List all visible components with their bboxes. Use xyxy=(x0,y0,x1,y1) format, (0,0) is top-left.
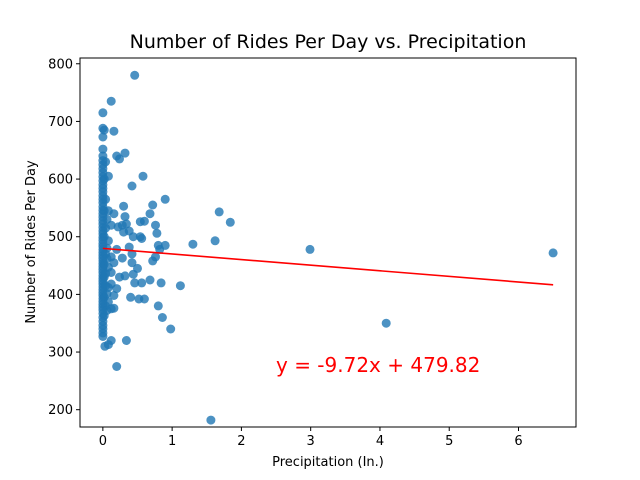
data-point xyxy=(98,144,108,154)
x-tick-label: 4 xyxy=(376,434,384,449)
y-axis-label: Number of Rides Per Day xyxy=(24,160,39,324)
data-point xyxy=(206,415,216,425)
chart-title: Number of Rides Per Day vs. Precipitatio… xyxy=(130,31,527,53)
data-point xyxy=(128,232,138,242)
data-point xyxy=(127,249,137,259)
data-point xyxy=(130,70,140,80)
data-point xyxy=(145,209,155,219)
data-point xyxy=(106,336,116,345)
data-point xyxy=(121,336,131,345)
data-point xyxy=(124,242,134,252)
data-point xyxy=(109,291,119,300)
data-point xyxy=(151,252,160,262)
y-tick-label: 300 xyxy=(48,346,73,361)
data-point xyxy=(166,324,176,334)
data-point xyxy=(121,219,131,229)
y-tick-label: 500 xyxy=(48,230,73,245)
data-point xyxy=(109,126,119,136)
data-point xyxy=(138,171,148,181)
data-point xyxy=(119,201,129,211)
y-tick-label: 200 xyxy=(48,403,73,418)
data-point xyxy=(214,207,224,217)
x-tick-label: 3 xyxy=(307,434,315,449)
plot-frame xyxy=(79,57,577,428)
scatter-points xyxy=(98,70,558,425)
data-point xyxy=(109,209,119,219)
y-tick-label: 600 xyxy=(48,173,73,188)
data-point xyxy=(106,268,116,277)
data-point xyxy=(137,234,147,243)
data-point xyxy=(157,313,167,322)
x-tick-label: 1 xyxy=(168,434,176,449)
data-point xyxy=(106,96,116,106)
data-point xyxy=(117,253,127,263)
data-point xyxy=(103,297,113,307)
x-axis: 0 1 2 3 4 5 6 xyxy=(99,427,523,449)
data-point xyxy=(109,258,119,268)
data-point xyxy=(109,303,119,313)
data-point xyxy=(160,240,170,250)
data-point xyxy=(139,216,149,226)
data-point xyxy=(101,194,111,204)
regression-equation: y = -9.72x + 479.82 xyxy=(276,353,480,377)
data-point xyxy=(103,171,113,181)
data-point xyxy=(127,181,137,191)
data-point xyxy=(151,220,160,230)
data-point xyxy=(145,275,155,285)
y-tick-label: 800 xyxy=(48,57,73,72)
x-tick-label: 6 xyxy=(514,434,522,449)
y-tick-label: 400 xyxy=(48,288,73,303)
data-point xyxy=(112,362,122,371)
data-point xyxy=(126,292,136,302)
regression-layer xyxy=(102,247,554,286)
data-point xyxy=(120,271,130,281)
data-point xyxy=(225,217,235,227)
y-tick-label: 700 xyxy=(48,115,73,130)
data-point xyxy=(98,332,108,341)
regression-line xyxy=(102,247,554,286)
x-tick-label: 2 xyxy=(237,434,245,449)
data-point xyxy=(103,236,113,246)
data-point xyxy=(153,301,163,311)
data-point xyxy=(139,294,149,304)
y-axis: 200 300 400 500 600 700 800 xyxy=(48,57,80,418)
data-point xyxy=(127,258,137,268)
data-point xyxy=(152,228,162,238)
x-axis-label: Precipitation (In.) xyxy=(272,455,384,470)
data-point xyxy=(156,278,166,288)
data-point xyxy=(98,108,108,118)
data-point xyxy=(115,154,124,164)
data-point xyxy=(99,125,109,135)
data-point xyxy=(133,263,142,273)
data-point xyxy=(137,278,147,288)
data-point xyxy=(148,200,158,210)
data-point xyxy=(305,244,315,254)
x-tick-label: 5 xyxy=(445,434,453,449)
data-point xyxy=(112,284,122,294)
x-tick-label: 0 xyxy=(99,434,107,449)
data-point xyxy=(106,220,116,230)
data-point xyxy=(160,194,170,204)
data-point xyxy=(120,212,130,222)
data-point xyxy=(548,248,558,258)
data-point xyxy=(120,148,130,158)
data-point xyxy=(101,157,111,167)
data-point xyxy=(175,281,185,291)
data-point xyxy=(210,236,220,246)
data-point xyxy=(381,318,391,328)
data-point xyxy=(98,132,108,142)
data-point xyxy=(188,239,198,249)
data-point xyxy=(130,278,140,288)
